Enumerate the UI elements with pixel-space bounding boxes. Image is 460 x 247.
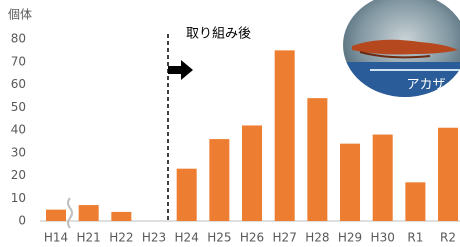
bar <box>177 169 197 221</box>
y-tick-label: 70 <box>11 54 26 68</box>
y-tick-label: 30 <box>11 145 26 159</box>
bar <box>79 205 99 221</box>
x-tick-label: H22 <box>109 231 133 245</box>
x-tick-label: H27 <box>273 231 297 245</box>
bar <box>405 182 425 221</box>
y-axis-label: 個体 <box>8 8 32 22</box>
x-tick-label: H24 <box>175 231 199 245</box>
x-tick-label: H30 <box>371 231 395 245</box>
y-tick-label: 10 <box>11 191 26 205</box>
y-tick-label: 20 <box>11 168 26 182</box>
x-tick-label: H23 <box>142 231 166 245</box>
bar <box>242 125 262 221</box>
x-tick-label: R1 <box>407 231 423 245</box>
y-tick-label: 0 <box>18 214 26 228</box>
photo-label: アカザ <box>406 78 445 93</box>
axis-break <box>68 198 72 228</box>
bar <box>307 98 327 221</box>
bar <box>46 210 66 221</box>
y-tick-label: 40 <box>11 123 26 137</box>
y-tick-label: 60 <box>11 77 26 91</box>
x-tick-label: H14 <box>44 231 68 245</box>
chart: アカザ 個体 取り組み後 0 10 20 30 40 50 60 70 80 H14 H21 H22 H… <box>0 0 460 247</box>
x-tick-label: R2 <box>440 231 456 245</box>
bar <box>275 50 295 221</box>
y-tick-label: 50 <box>11 100 26 114</box>
x-tick-label: H28 <box>305 231 329 245</box>
x-tick-label: H29 <box>338 231 362 245</box>
y-tick-label: 80 <box>11 32 26 46</box>
bar <box>373 135 393 221</box>
bar <box>340 144 360 221</box>
x-tick-label: H21 <box>77 231 101 245</box>
x-tick-label: H25 <box>207 231 231 245</box>
arrow <box>168 60 193 80</box>
bar <box>111 212 131 221</box>
bar <box>438 128 458 221</box>
annotation: 取り組み後 <box>186 27 251 42</box>
x-tick-label: H26 <box>240 231 264 245</box>
bar <box>209 139 229 221</box>
